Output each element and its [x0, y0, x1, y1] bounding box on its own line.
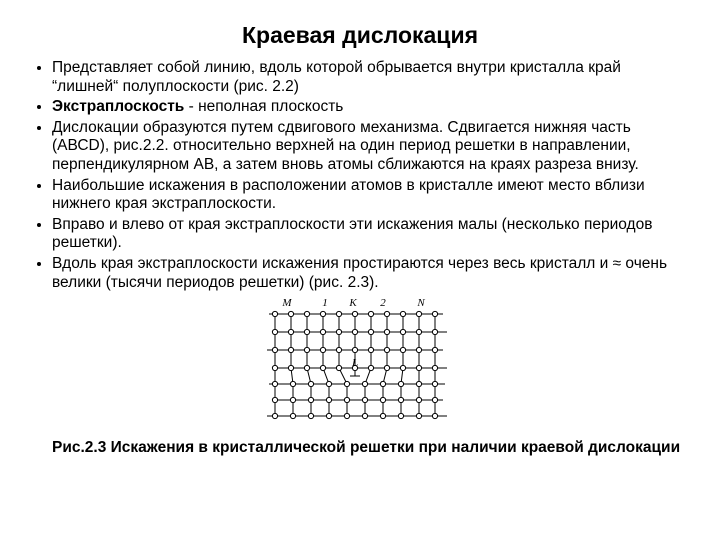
bullet-item: Дислокации образуются путем сдвигового м…	[52, 119, 690, 175]
bullet-item: Наибольшие искажения в расположении атом…	[52, 177, 690, 214]
svg-text:M: M	[281, 297, 292, 309]
lattice-figure: M 1 K 2 N L	[265, 296, 455, 428]
bullet-item: Вдоль края экстраплоскости искажения про…	[52, 255, 690, 292]
figure-caption: Рис.2.3 Искажения в кристаллической реше…	[52, 439, 690, 458]
figure-container: M 1 K 2 N L	[30, 296, 690, 433]
svg-text:2: 2	[380, 297, 386, 309]
slide-title: Краевая дислокация	[30, 22, 690, 49]
bullet-item: Вправо и влево от края экстраплоскости э…	[52, 216, 690, 253]
svg-text:N: N	[416, 297, 425, 309]
bullet-item: Представляет собой линию, вдоль которой …	[52, 59, 690, 96]
bullet-list: Представляет собой линию, вдоль которой …	[52, 59, 690, 292]
bullet-item: Экстраплоскость - неполная плоскость	[52, 98, 690, 117]
svg-text:K: K	[348, 297, 357, 309]
svg-text:L: L	[351, 357, 358, 369]
svg-text:1: 1	[322, 297, 328, 309]
